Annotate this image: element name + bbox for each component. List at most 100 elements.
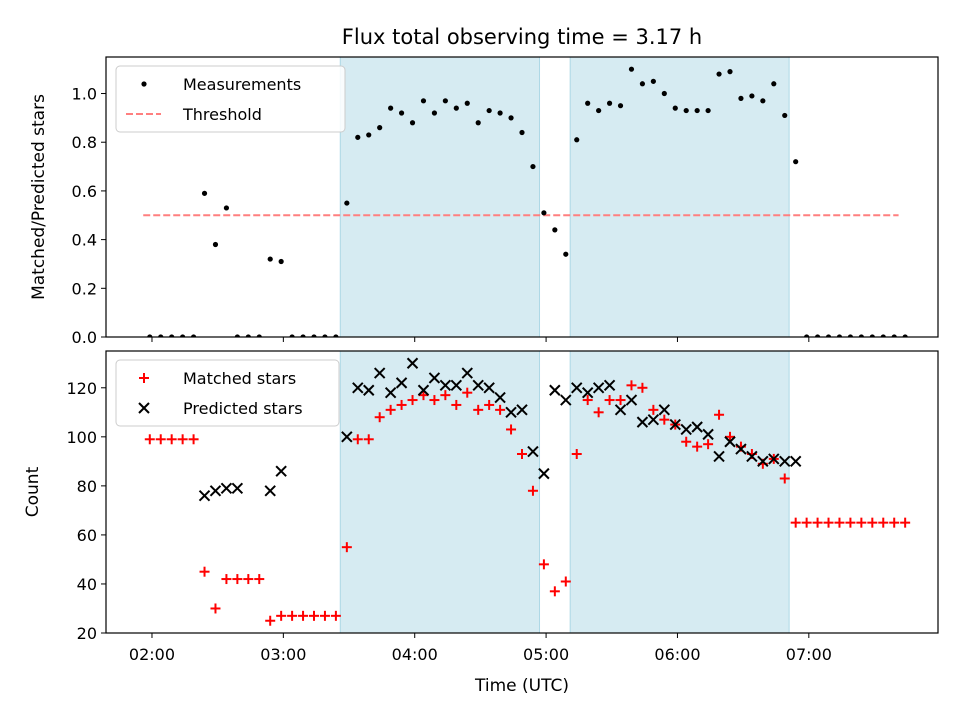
legend-label: Predicted stars (183, 399, 303, 418)
shaded-interval-2 (569, 350, 790, 634)
predicted-stars-point (691, 421, 703, 433)
measurements-point (311, 334, 317, 337)
matched-stars-point (878, 517, 889, 528)
predicted-stars-point (527, 445, 539, 458)
predicted-stars-point (472, 379, 484, 392)
measurements-point (409, 120, 416, 126)
predicted-stars-point (614, 404, 627, 416)
matched-stars-point (243, 574, 254, 585)
matched-stars-point (254, 574, 265, 585)
measurements-point (464, 100, 470, 106)
matched-stars-point (188, 434, 199, 445)
matched-stars-point (363, 434, 374, 445)
measurements-point (606, 100, 613, 106)
x-tick-label: 04:00 (392, 645, 438, 664)
predicted-stars-point-b (549, 384, 561, 396)
measurements-point (749, 93, 755, 99)
measurements-point (716, 71, 722, 77)
predicted-stars-point-b (406, 357, 419, 369)
x-axis-label: Time (UTC) (474, 676, 569, 696)
predicted-stars-point (724, 436, 736, 448)
measurements-point (793, 159, 799, 165)
legend: Matched stars Predicted stars (115, 359, 340, 427)
predicted-stars-point (373, 367, 386, 379)
predicted-stars-point (439, 379, 452, 392)
measurements-point (223, 205, 230, 211)
measurements-point (760, 98, 766, 104)
predicted-stars-point (581, 386, 594, 399)
measurements-point (169, 334, 175, 337)
legend-marker-measurements (141, 81, 147, 87)
measurements-point (322, 334, 328, 337)
shaded-interval-1 (339, 56, 541, 338)
predicted-stars-point (516, 404, 528, 416)
measurements-point (289, 334, 295, 337)
legend-label: Matched stars (183, 369, 296, 388)
predicted-stars-point-b (231, 482, 244, 495)
matched-stars-point (549, 586, 560, 597)
predicted-stars-point-b (713, 450, 725, 463)
predicted-stars-point (220, 482, 233, 495)
measurements-point (683, 107, 689, 114)
predicted-stars-point-b (560, 394, 572, 406)
measurements-point (574, 137, 580, 143)
predicted-stars-point (571, 382, 583, 394)
matched-stars-point (582, 395, 593, 406)
predicted-stars-point-b (352, 382, 364, 394)
measurements-point (902, 334, 908, 337)
matched-stars-point (385, 404, 396, 415)
measurements-point (278, 258, 284, 265)
predicted-stars-point-b (680, 423, 692, 436)
matched-stars-point (681, 436, 692, 447)
top-panel: 0.0 0.2 0.4 0.6 0.8 1.0 Matched/Predicted star… (29, 56, 939, 347)
measurements-point (388, 105, 394, 111)
measurements-point (869, 334, 875, 337)
matched-stars-point (341, 542, 352, 553)
predicted-stars-point-b (757, 455, 769, 468)
measurements-point (585, 100, 591, 106)
measurements-point (212, 241, 219, 248)
predicted-stars-point (352, 382, 364, 394)
y-tick-label: 0.0 (72, 328, 97, 347)
predicted-stars-point-b (658, 404, 671, 416)
shaded-interval-1 (339, 350, 541, 634)
matched-stars-point (298, 610, 309, 621)
predicted-stars-point (768, 453, 780, 465)
matched-stars-point (374, 412, 385, 423)
predicted-stars-point (669, 418, 681, 431)
matched-stars-point (900, 517, 911, 528)
predicted-stars-point (461, 367, 473, 379)
predicted-stars-point (384, 386, 397, 399)
matched-stars-point (418, 390, 429, 401)
predicted-stars-point-b (417, 384, 430, 396)
matched-stars-point (593, 407, 604, 418)
measurements-point (771, 81, 777, 87)
measurements-point (497, 110, 503, 116)
matched-stars-point (703, 439, 714, 450)
matched-stars-point (506, 424, 517, 435)
predicted-stars-point (209, 485, 222, 497)
matched-stars-point (221, 574, 232, 585)
predicted-stars-point-b (527, 445, 539, 458)
measurements-point (453, 105, 459, 111)
matched-stars-point (429, 395, 440, 406)
measurements-point (333, 334, 339, 337)
predicted-stars-point-b (779, 455, 791, 468)
predicted-stars-point-b (614, 404, 627, 416)
predicted-stars-point-b (636, 416, 649, 428)
matched-stars-point (615, 395, 626, 406)
y-axis-label: Matched/Predicted stars (29, 94, 49, 300)
y-tick-label: 0.4 (72, 231, 97, 250)
predicted-stars-point (702, 428, 714, 441)
predicted-stars-point (603, 379, 616, 392)
legend-box (115, 65, 346, 133)
matched-stars-point (484, 399, 495, 410)
matched-stars-point (856, 517, 867, 528)
y-tick-label: 60 (77, 526, 97, 545)
measurements-point (475, 120, 481, 126)
predicted-stars-point (647, 413, 660, 426)
measurements-point (158, 334, 164, 337)
predicted-stars-point-b (220, 482, 233, 495)
matched-stars-point (527, 485, 538, 496)
y-tick-label: 100 (66, 428, 97, 447)
